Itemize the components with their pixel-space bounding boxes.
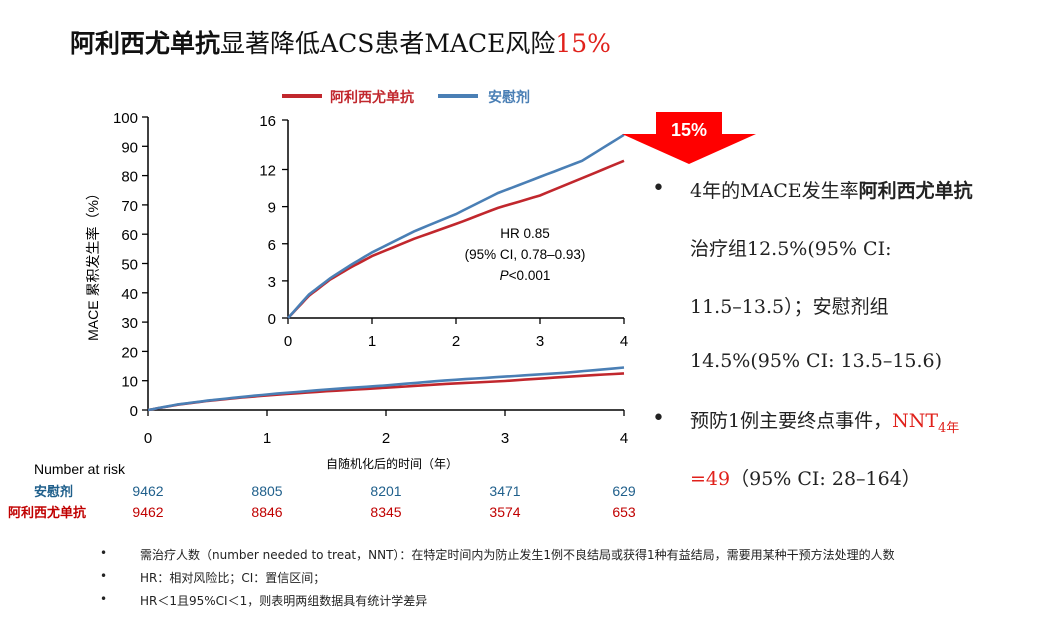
y-tick-label: 100	[113, 110, 138, 127]
footnote-text: 需治疗人数（number needed to treat，NNT）：在特定时间内…	[140, 548, 895, 562]
inset-x-tick-label: 1	[368, 333, 376, 350]
inset-background	[254, 102, 640, 348]
finding-1-line-1: 4年的MACE发生率阿利西尤单抗	[690, 176, 973, 203]
bullet-dot: •	[652, 176, 665, 201]
inset-series-line	[287, 133, 625, 319]
risk-value: 9462	[132, 483, 163, 499]
risk-value: 8805	[251, 483, 282, 499]
y-tick-label: 30	[121, 315, 138, 332]
y-axis-title: MACE 累积发生率（%）	[85, 186, 101, 341]
footnote-bullet: •	[100, 592, 108, 606]
inset-annotation: P<0.001	[500, 268, 551, 283]
finding-2-line-1: 预防1例主要终点事件，NNT4年	[690, 406, 959, 436]
x-tick-label: 3	[501, 430, 509, 447]
finding-1-drug: 阿利西尤单抗	[858, 180, 973, 202]
y-tick-label: 80	[121, 169, 138, 186]
y-tick-label: 10	[121, 374, 138, 391]
inset-x-tick-label: 2	[452, 333, 460, 350]
risk-value: 3471	[489, 483, 520, 499]
series-line	[147, 366, 625, 412]
nnt-value: =49	[690, 468, 731, 490]
legend-label: 安慰剂	[488, 89, 530, 105]
x-tick-label: 4	[620, 430, 628, 447]
inset-annotation: HR 0.85	[500, 226, 550, 241]
x-tick-label: 1	[263, 430, 271, 447]
risk-value: 653	[612, 504, 636, 520]
finding-1-line-3: 11.5–13.5）；安慰剂组	[690, 296, 889, 318]
risk-value: 9462	[132, 504, 163, 520]
footnote-bullet: •	[100, 546, 108, 560]
finding-2-text: 预防1例主要终点事件，	[690, 410, 893, 432]
inset-y-tick-label: 12	[259, 163, 276, 180]
risk-row-label: 阿利西尤单抗	[8, 505, 86, 520]
y-tick-label: 90	[121, 139, 138, 156]
risk-value: 629	[612, 483, 636, 499]
risk-value: 8345	[370, 504, 401, 520]
footnote-text: HR：相对风险比；CI：置信区间；	[140, 571, 326, 585]
y-tick-label: 40	[121, 286, 138, 303]
y-tick-label: 0	[130, 403, 138, 420]
arrow-label: 15%	[671, 120, 707, 140]
nnt-ci: （95% CI: 28–164）	[730, 468, 921, 490]
inset-y-tick-label: 0	[268, 311, 276, 328]
series-line	[147, 372, 625, 412]
y-tick-label: 50	[121, 257, 138, 274]
risk-value: 3574	[489, 504, 520, 520]
y-tick-label: 60	[121, 227, 138, 244]
title-text: 显著降低ACS患者MACE风险	[220, 29, 556, 58]
inset-y-tick-label: 3	[268, 274, 276, 291]
bullet-dot: •	[652, 406, 665, 431]
inset-y-tick-label: 9	[268, 200, 276, 217]
y-tick-label: 70	[121, 198, 138, 215]
inset-x-tick-label: 0	[284, 333, 292, 350]
risk-table-header: Number at risk	[34, 461, 126, 477]
footnote-text: HR＜1且95%CI＜1，则表明两组数据具有统计学差异	[140, 594, 428, 608]
inset-annotation: (95% CI, 0.78–0.93)	[465, 247, 586, 262]
legend-label: 阿利西尤单抗	[330, 89, 414, 105]
page-title: 阿利西尤单抗显著降低ACS患者MACE风险15%	[70, 24, 611, 60]
reduction-arrow: 15%	[622, 112, 756, 164]
finding-1-line-4: 14.5%(95% CI: 13.5–15.6)	[690, 350, 943, 372]
risk-row-label: 安慰剂	[34, 484, 73, 499]
arrow-shape	[622, 112, 756, 164]
x-tick-label: 0	[144, 430, 152, 447]
inset-x-tick-label: 3	[536, 333, 544, 350]
nnt-subscript: 4年	[938, 420, 960, 436]
x-tick-label: 2	[382, 430, 390, 447]
x-axis-title: 自随机化后的时间（年）	[326, 456, 458, 471]
risk-value: 8846	[251, 504, 282, 520]
y-tick-label: 20	[121, 344, 138, 361]
title-drug: 阿利西尤单抗	[70, 29, 221, 58]
inset-x-tick-label: 4	[620, 333, 628, 350]
finding-2-line-2: =49（95% CI: 28–164）	[690, 464, 921, 491]
inset-y-tick-label: 6	[268, 237, 276, 254]
inset-y-tick-label: 16	[259, 113, 276, 130]
footnote-bullet: •	[100, 569, 108, 583]
finding-1-text: 4年的MACE发生率	[690, 180, 859, 202]
title-highlight: 15%	[555, 29, 611, 58]
finding-1-line-2: 治疗组12.5%(95% CI:	[690, 238, 892, 260]
risk-value: 8201	[370, 483, 401, 499]
nnt-label: NNT	[892, 410, 939, 432]
